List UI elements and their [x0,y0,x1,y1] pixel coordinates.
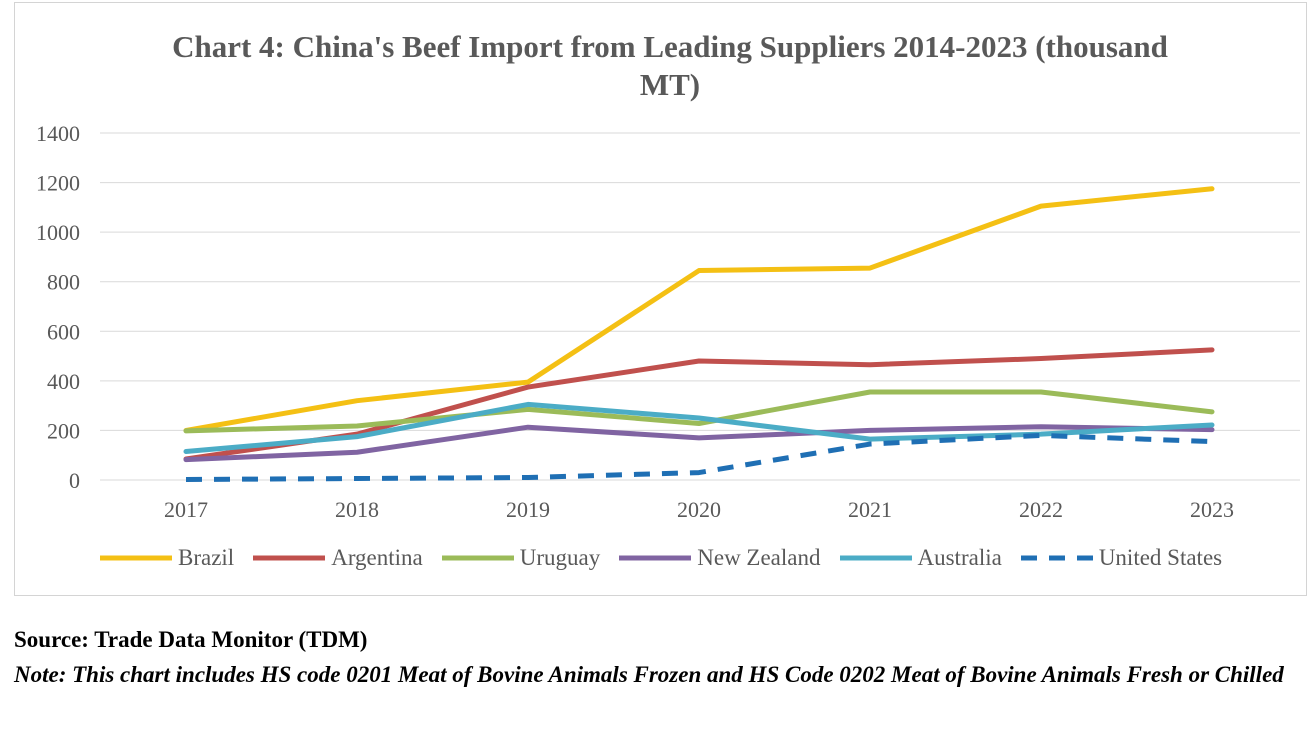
x-tick-label-2018: 2018 [335,497,379,522]
chart-title: Chart 4: China's Beef Import from Leadin… [0,28,1310,104]
note-text: Note: This chart includes HS code 0201 M… [14,662,1284,687]
y-tick-label-1200: 1200 [36,171,80,196]
legend-label-australia: Australia [917,545,1002,570]
x-tick-label-2017: 2017 [164,497,208,522]
y-tick-label-200: 200 [47,418,80,443]
legend-label-brazil: Brazil [178,545,235,570]
chart-title-line1: Chart 4: China's Beef Import from Leadin… [172,29,1168,64]
x-tick-label-2022: 2022 [1019,497,1063,522]
series-line-united-states [185,432,1213,483]
legend-label-united-states: United States [1098,545,1223,570]
legend-label-uruguay: Uruguay [519,545,601,570]
source-text: Source: Trade Data Monitor (TDM) [14,627,368,652]
series-line-brazil [183,186,1215,433]
legend-item-argentina: Argentina [253,545,423,571]
chart-frame [14,2,1307,596]
legend-item-australia: Australia [839,545,1002,571]
x-tick-label-2021: 2021 [848,497,892,522]
x-tick-label-2023: 2023 [1190,497,1234,522]
y-tick-label-1000: 1000 [36,220,80,245]
legend-item-united-states: United States [1020,545,1223,571]
legend-swatch-united-states [1020,555,1093,561]
legend-label-new-zealand: New Zealand [697,545,821,570]
chart-title-line2: MT) [639,67,701,102]
legend-swatch-brazil [100,555,172,561]
y-tick-label-600: 600 [47,319,80,344]
series-line-uruguay [183,389,1215,434]
x-tick-label-2020: 2020 [677,497,721,522]
legend-item-new-zealand: New Zealand [619,545,821,571]
y-tick-label-1400: 1400 [36,121,80,146]
y-tick-label-400: 400 [47,369,80,394]
legend-swatch-new-zealand [619,555,692,561]
legend-swatch-argentina [253,555,326,561]
series-line-australia [183,401,1215,454]
chart-legend: Brazil Argentina Uruguay New Zealand Austral… [100,543,1241,573]
legend-item-brazil: Brazil [100,545,234,571]
y-tick-label-0: 0 [69,468,80,493]
legend-item-uruguay: Uruguay [441,545,601,571]
legend-swatch-uruguay [441,555,514,561]
x-tick-label-2019: 2019 [506,497,550,522]
series-line-new-zealand [183,424,1215,463]
line-chart: 0 200 400 600 800 1000 1200 1400 2017 2018 2019 202… [36,121,1300,522]
legend-swatch-australia [839,555,912,561]
legend-label-argentina: Argentina [331,545,423,570]
y-tick-label-800: 800 [47,270,80,295]
